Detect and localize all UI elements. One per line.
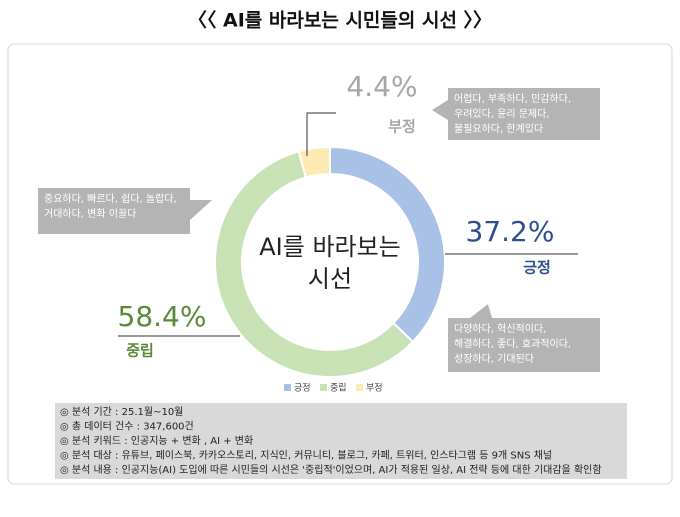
keyword-text: 불필요하다, 한계있다 [454,122,543,135]
value-label: 4.4% [346,70,417,103]
keyword-text: 성장하다, 기대된다 [454,352,534,365]
note-text: ◎ 분석 내용 : 인공지능(AI) 도입에 따른 시민들의 시선은 '중립적'… [60,463,602,476]
keyword-box [38,188,190,234]
category-label: 부정 [388,118,416,136]
legend-swatch [356,384,363,391]
keyword-box [448,88,600,140]
keyword-pointer [432,100,448,120]
note-text: ◎ 분석 키워드 : 인공지능 + 변화 , AI + 변화 [60,434,253,447]
category-label: 긍정 [523,259,551,277]
keyword-text: 우려있다, 윤리 문제다, [454,108,550,120]
legend-label: 중립 [330,383,347,394]
note-text: ◎ 분석 기간 : 25.1월~10월 [60,406,183,418]
keyword-text: 어렵다, 부족하다, 민감하다, [454,92,571,105]
keyword-text: 다양하다, 혁신적이다, [454,322,546,335]
keyword-text: 거대하다, 변화 이끌다 [44,207,136,220]
note-text: ◎ 총 데이터 건수 : 347,600건 [60,421,194,433]
category-label: 중립 [126,342,154,360]
chart-title: 〈〈 AI를 바라보는 시민들의 시선 〉〉 [188,9,492,32]
legend-label: 부정 [366,383,383,394]
keyword-pointer [470,304,492,318]
note-text: ◎ 분석 대상 : 유튜브, 페이스북, 카카오스토리, 지식인, 커뮤니티, … [60,449,552,462]
keyword-text: 중요하다, 빠르다, 쉽다, 놀랍다, [44,192,177,205]
keyword-pointer [190,200,212,220]
donut-slice [297,145,331,179]
center-text: 시선 [308,265,352,293]
panel [7,43,673,485]
legend-swatch [320,384,327,391]
donut-slice [214,150,415,378]
value-label: 58.4% [118,300,207,333]
notes-box [55,403,627,479]
legend-label: 긍정 [294,383,311,394]
keyword-text: 해결하다, 좋다, 효과적이다, [454,337,571,350]
leader-line [306,112,336,156]
legend-swatch [284,384,291,391]
value-label: 37.2% [466,215,555,248]
keyword-box [448,318,600,372]
center-text: AI를 바라보는 [259,233,401,261]
